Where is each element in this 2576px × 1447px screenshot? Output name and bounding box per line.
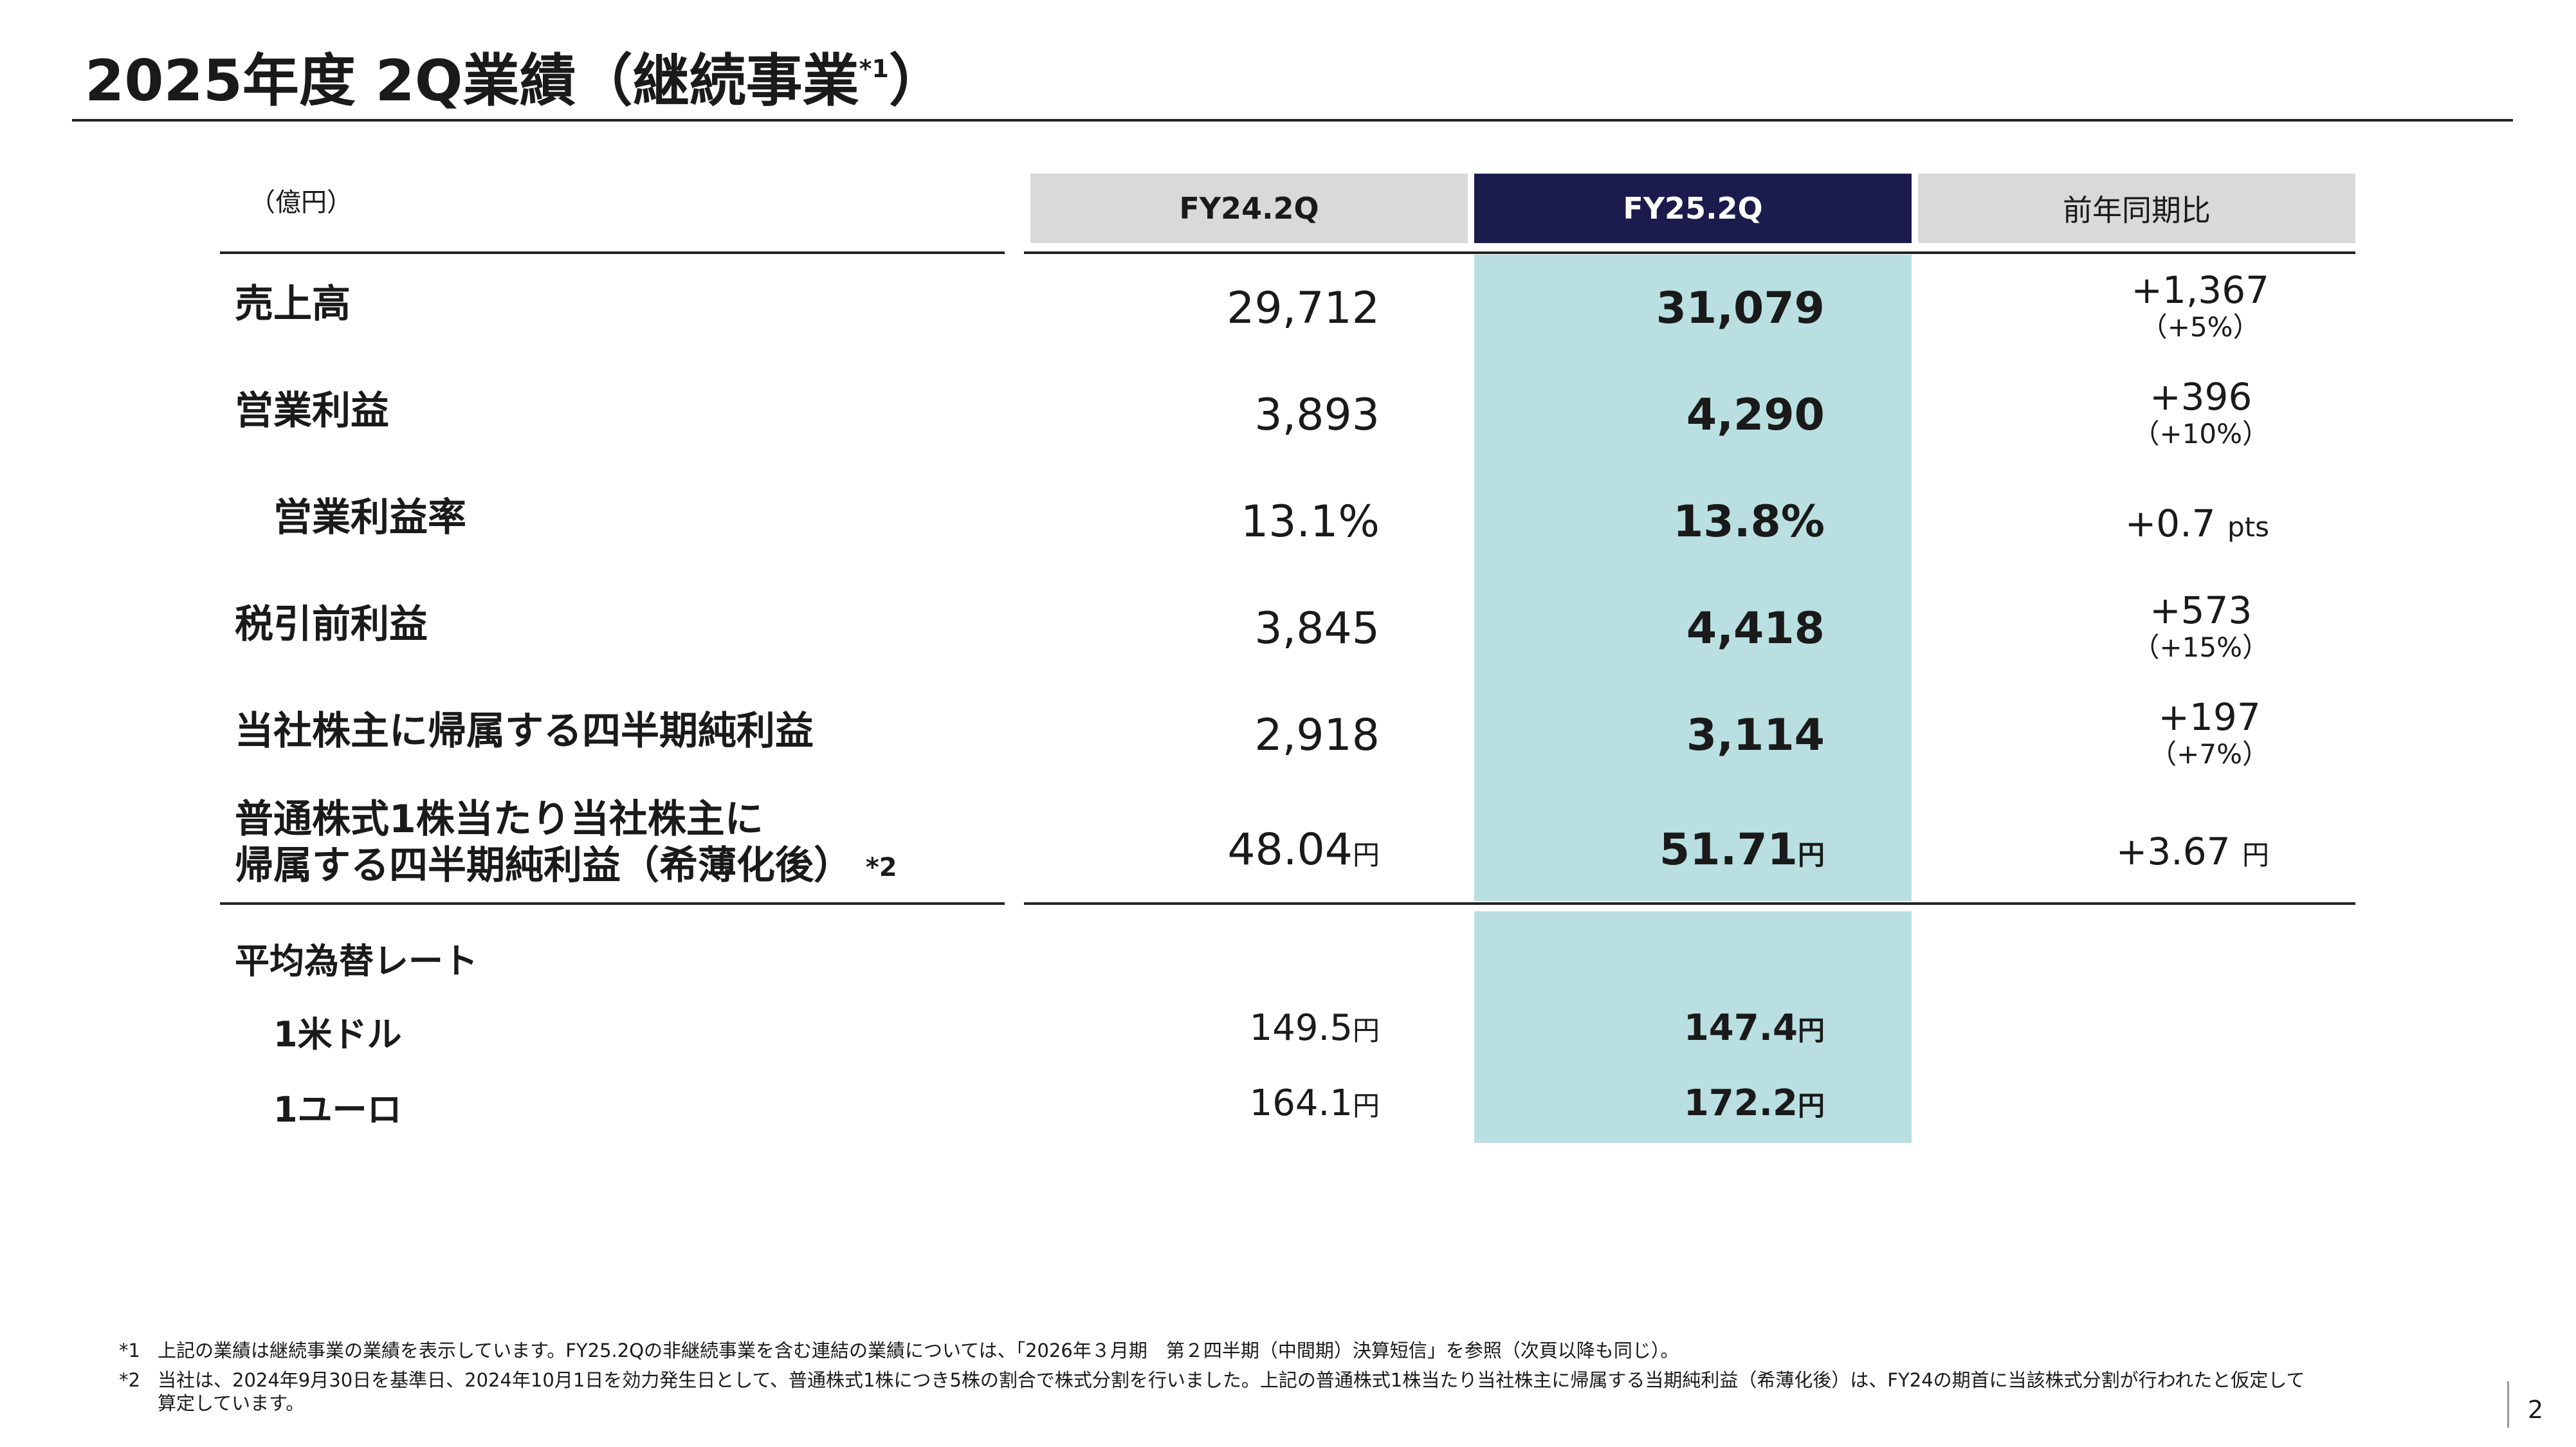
operating-margin-fy25: 13.8% (1673, 496, 1825, 547)
title-rule (72, 119, 2513, 122)
page-title-text: 2025年度 2Q業績（継続事業 (85, 48, 859, 114)
fy25-highlight-column (1474, 255, 1912, 901)
page-number: 2 (2528, 1396, 2544, 1424)
row-label-eps: 普通株式1株当たり当社株主に 帰属する四半期純利益（希薄化後） *2 (235, 796, 897, 889)
eps-label-line2-text: 帰属する四半期純利益（希薄化後） (235, 843, 852, 888)
title-footnote-mark: *1 (859, 55, 889, 83)
operating-profit-yoy-diff: +396 (2150, 375, 2252, 419)
operating-profit-fy24: 3,893 (1254, 390, 1380, 441)
footnote-2-text: 当社は、2024年9月30日を基準日、2024年10月1日を効力発生日として、普… (158, 1369, 2305, 1391)
row-label-operating-profit: 営業利益 (235, 388, 389, 433)
eps-fy25-unit: 円 (1797, 839, 1825, 871)
footnote-1-text: 上記の業績は継続事業の業績を表示しています。FY25.2Qの非継続事業を含む連結… (158, 1340, 1679, 1361)
fx-eur-fy25: 172.2円 (1684, 1082, 1825, 1124)
net-income-fy24: 2,918 (1254, 710, 1380, 761)
header-rule-left (220, 251, 1005, 254)
revenue-fy24: 29,712 (1227, 283, 1380, 334)
eps-fy25-value: 51.71 (1659, 824, 1798, 875)
header-fy25: FY25.2Q (1474, 174, 1912, 243)
eps-fy24: 48.04円 (1227, 824, 1380, 875)
net-income-fy25: 3,114 (1686, 710, 1825, 761)
fx-usd-fy24-value: 149.5 (1249, 1007, 1353, 1049)
fx-section-title: 平均為替レート (235, 941, 478, 981)
pretax-profit-yoy: +573 （+15%） (2132, 590, 2269, 664)
bottom-rule-left (220, 902, 1005, 905)
row-label-operating-margin: 営業利益率 (273, 495, 466, 540)
fx-usd-fy25-unit: 円 (1797, 1015, 1825, 1046)
revenue-yoy-pct: （+5%） (2140, 311, 2260, 343)
fy25-highlight-column-fx (1474, 911, 1912, 1143)
fx-label-eur: 1ユーロ (273, 1089, 402, 1130)
revenue-yoy: +1,367 （+5%） (2131, 268, 2269, 343)
header-rule-right (1024, 251, 2355, 254)
fx-eur-fy24: 164.1円 (1250, 1082, 1380, 1124)
eps-label-line2: 帰属する四半期純利益（希薄化後） *2 (235, 842, 897, 889)
net-income-yoy-pct: （+7%） (2150, 738, 2269, 770)
bottom-rule-right (1024, 902, 2355, 905)
header-fy24: FY24.2Q (1030, 174, 1468, 243)
operating-margin-yoy-diff: +0.7 (2124, 502, 2216, 545)
fx-usd-fy25-value: 147.4 (1683, 1007, 1798, 1049)
pretax-profit-fy24: 3,845 (1254, 603, 1380, 654)
footnote-2-text-cont: 算定しています。 (158, 1392, 305, 1414)
fx-usd-fy25: 147.4円 (1684, 1007, 1825, 1049)
eps-footnote-mark: *2 (865, 853, 897, 882)
row-label-pretax-profit: 税引前利益 (235, 602, 428, 647)
fx-eur-fy25-value: 172.2 (1683, 1082, 1798, 1124)
net-income-yoy: +197 （+7%） (2150, 695, 2269, 770)
operating-margin-yoy-unit: pts (2227, 511, 2269, 543)
pretax-profit-fy25: 4,418 (1686, 603, 1825, 654)
footnote-1-mark: *1 (119, 1340, 140, 1361)
page-title: 2025年度 2Q業績（継続事業*1） (85, 53, 945, 109)
eps-fy25: 51.71円 (1659, 824, 1825, 875)
unit-label: （億円） (250, 188, 352, 217)
net-income-yoy-diff: +197 (2158, 695, 2261, 739)
footnote-2-mark: *2 (119, 1369, 140, 1391)
operating-profit-fy25: 4,290 (1686, 390, 1825, 441)
pretax-profit-yoy-diff: +573 (2150, 588, 2252, 632)
page-title-close: ） (888, 48, 945, 114)
header-yoy: 前年同期比 (1918, 174, 2355, 243)
eps-yoy: +3.67 円 (2116, 830, 2269, 873)
operating-profit-yoy-pct: （+10%） (2132, 417, 2269, 450)
page-number-rule (2507, 1381, 2509, 1428)
operating-margin-yoy: +0.7 pts (2125, 502, 2269, 545)
row-label-revenue: 売上高 (235, 282, 351, 327)
eps-fy24-unit: 円 (1352, 839, 1380, 871)
revenue-yoy-diff: +1,367 (2131, 268, 2269, 312)
pretax-profit-yoy-pct: （+15%） (2132, 631, 2269, 663)
fx-eur-fy25-unit: 円 (1797, 1090, 1825, 1122)
fx-label-usd: 1米ドル (273, 1014, 402, 1055)
eps-yoy-unit: 円 (2242, 839, 2269, 871)
fx-eur-fy24-unit: 円 (1352, 1090, 1380, 1122)
operating-margin-fy24: 13.1% (1240, 496, 1380, 547)
operating-profit-yoy: +396 （+10%） (2132, 375, 2269, 450)
fx-usd-fy24-unit: 円 (1352, 1015, 1380, 1046)
fx-eur-fy24-value: 164.1 (1249, 1082, 1353, 1124)
eps-fy24-value: 48.04 (1227, 824, 1353, 875)
fx-usd-fy24: 149.5円 (1250, 1007, 1380, 1049)
row-label-net-income: 当社株主に帰属する四半期純利益 (235, 709, 814, 754)
eps-yoy-diff: +3.67 (2115, 830, 2231, 873)
revenue-fy25: 31,079 (1656, 283, 1825, 334)
eps-label-line1: 普通株式1株当たり当社株主に (235, 797, 763, 842)
